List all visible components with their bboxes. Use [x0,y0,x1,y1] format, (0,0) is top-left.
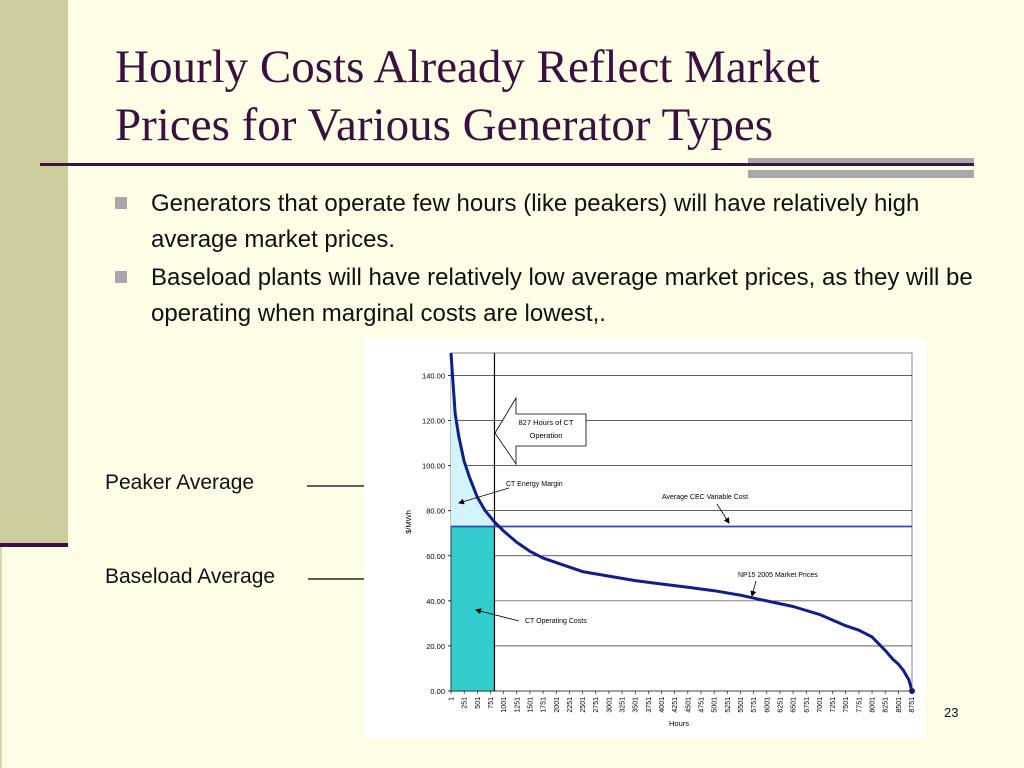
avg-cost-label: Average CEC Variable Cost [662,494,748,501]
peaker-average-label: Peaker Average [105,471,255,494]
bullet-text: Generators that operate few hours (like … [151,190,920,253]
x-tick-label: 7251 [830,697,837,713]
x-tick-label: 2251 [567,697,574,713]
market-prices-label: NP15 2005 Market Prices [738,572,818,579]
x-tick-label: 5751 [751,697,758,713]
slide-number: 23 [944,705,959,720]
x-tick-label: 4251 [672,697,679,713]
ct-operating-costs-arrow [475,608,520,622]
x-tick-label: 501 [475,697,482,709]
chart-panel: 0.00 20.00 40.00 60.00 80.00 100.00 120.00 140.… [364,338,926,738]
x-tick-label: 3001 [606,697,613,713]
x-tick-label: 2501 [580,697,587,713]
x-tick-label: 3251 [620,697,627,713]
y-tick-label: 40.00 [426,597,445,606]
x-tick-label: 4501 [685,697,692,713]
ct-hours-callout-text-1: 827 Hours of CT [518,418,573,427]
title-rule-accent-bottom [748,170,974,178]
x-tick-label: 7751 [856,697,863,713]
bullet-item: Generators that operate few hours (like … [115,186,975,258]
title-rule [40,163,974,166]
x-tick-label: 3501 [633,697,640,713]
square-bullet-icon [115,197,127,209]
y-tick-label: 60.00 [426,552,445,561]
x-tick-label: 4751 [699,697,706,713]
y-tick-label: 120.00 [422,417,445,426]
x-tick-label: 5501 [738,697,745,713]
x-tick-label: 1751 [541,697,548,713]
ct-energy-margin-arrow [458,487,510,505]
x-tick-label: 5251 [725,697,732,713]
title-line-1: Hourly Costs Already Reflect Market [115,41,820,93]
title-line-2: Prices for Various Generator Types [115,99,774,151]
ct-hours-callout-text-2: Operation [530,431,563,440]
x-tick-label: 7501 [843,697,850,713]
x-tick-label: 1251 [514,697,521,713]
x-tick-label: 2751 [593,697,600,713]
ct-operating-costs-label: CT Operating Costs [525,618,587,625]
x-tick-label: 8251 [883,697,890,713]
left-decor-bar [0,0,68,546]
ct-hours-callout [494,396,587,466]
x-tick-label: 8501 [896,697,903,713]
x-tick-label: 4001 [659,697,666,713]
price-duration-chart: 0.00 20.00 40.00 60.00 80.00 100.00 120.00 140.… [404,352,916,728]
y-tick-label: 0.00 [430,687,445,696]
avg-cost-arrow [716,503,730,524]
y-tick-label: 80.00 [426,507,445,516]
bullet-item: Baseload plants will have relatively low… [115,260,975,332]
x-tick-label: 8751 [909,697,916,713]
x-axis-title: Hours [669,719,689,728]
series-end-point [909,688,915,694]
market-prices-arrow [750,580,757,597]
x-tick-label: 6501 [791,697,798,713]
x-tick-label: 3751 [646,697,653,713]
y-tick-label: 140.00 [422,372,445,381]
y-axis-title: $/MWh [404,510,413,534]
x-tick-label: 8001 [870,697,877,713]
ct-energy-margin-area [451,353,495,527]
x-tick-label: 1501 [527,697,534,713]
y-tick-label: 100.00 [422,462,445,471]
x-tick-label: 2001 [554,697,561,713]
x-tick-label: 5001 [712,697,719,713]
title-rule-accent-top [748,158,974,164]
x-tick-label: 751 [488,697,495,709]
x-tick-label: 1001 [501,697,508,713]
market-price-series-line [449,352,914,692]
bullet-list: Generators that operate few hours (like … [115,186,975,334]
slide-title: Hourly Costs Already Reflect Market Pric… [115,38,995,154]
left-decor-line [0,543,68,547]
x-tick-label: 6001 [764,697,771,713]
y-tick-label: 20.00 [426,642,445,651]
plot-area [450,352,913,692]
square-bullet-icon [115,271,127,283]
x-tick-label: 1 [449,697,456,701]
x-tick-label: 251 [462,697,469,709]
baseload-average-label: Baseload Average [105,565,276,588]
bullet-text: Baseload plants will have relatively low… [151,264,973,327]
ct-energy-margin-label: CT Energy Margin [506,481,563,488]
x-tick-label: 6251 [777,697,784,713]
x-tick-label: 6751 [804,697,811,713]
ct-operating-cost-area [450,526,495,692]
x-tick-label: 7001 [817,697,824,713]
